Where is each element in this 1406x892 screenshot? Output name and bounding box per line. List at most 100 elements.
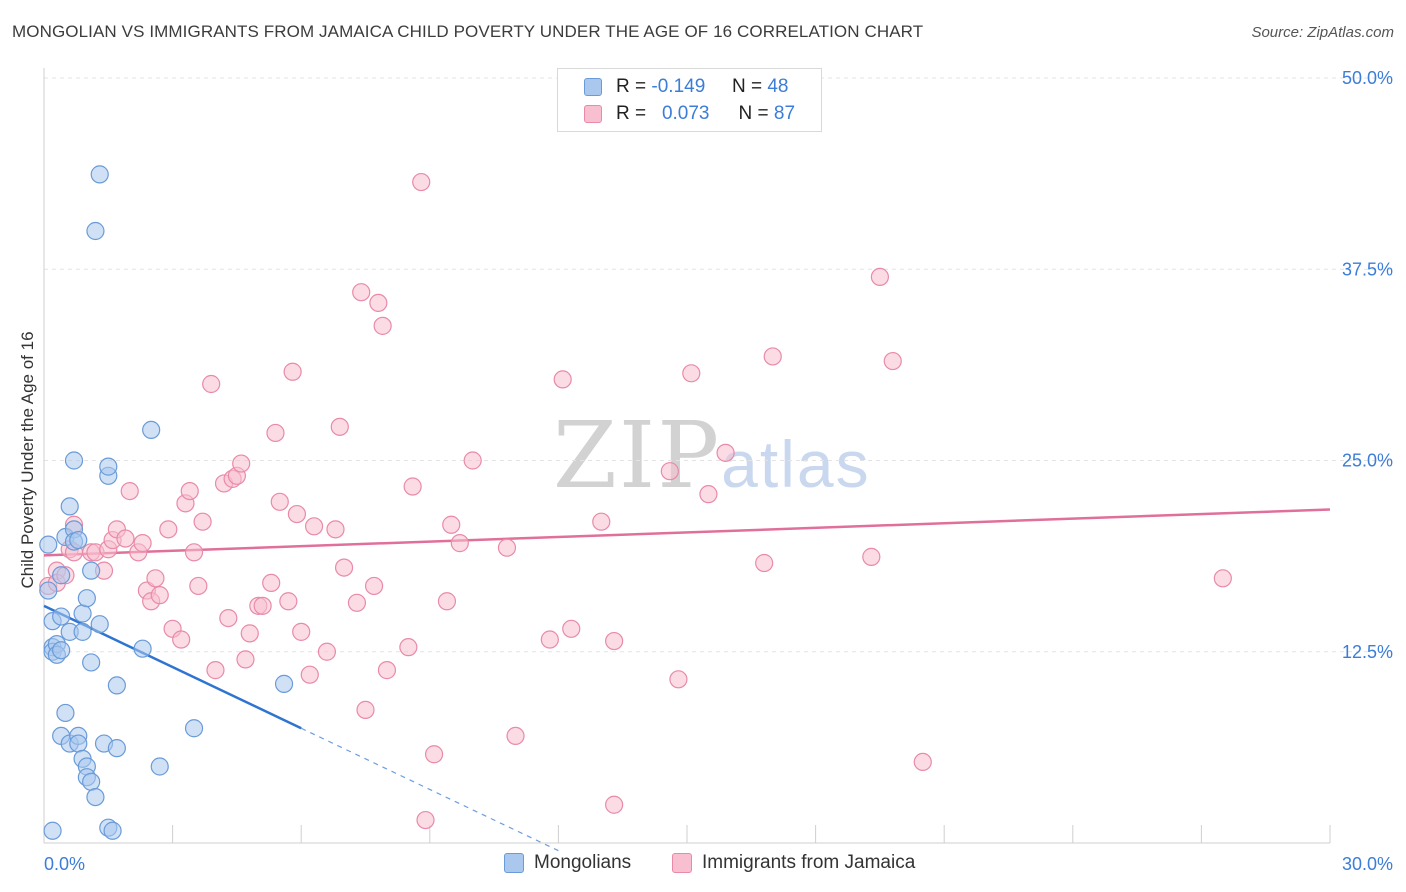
- point-jamaica: [150, 586, 169, 605]
- watermark: ZIPatlas: [553, 402, 871, 509]
- point-mongolians: [52, 566, 71, 585]
- point-jamaica: [317, 642, 337, 661]
- trend-line-jamaica: [43, 508, 1331, 557]
- legend-swatch-jamaica: [584, 105, 602, 123]
- point-jamaica: [399, 638, 418, 657]
- point-mongolians: [86, 221, 105, 241]
- point-mongolians: [52, 641, 71, 660]
- point-jamaica: [193, 512, 212, 531]
- y-tick-label: 50.0%: [1342, 68, 1393, 88]
- point-jamaica: [266, 423, 285, 443]
- point-mongolians: [133, 639, 152, 658]
- point-jamaica: [300, 665, 319, 684]
- y-tick-label: 12.5%: [1342, 642, 1393, 662]
- point-jamaica: [116, 529, 135, 548]
- point-jamaica: [219, 608, 238, 628]
- legend-n-label: N =: [731, 76, 763, 97]
- legend-r-label: R =: [616, 76, 647, 97]
- point-mongolians: [39, 535, 58, 554]
- correlation-legend: R = -0.149 N = 48 R = 0.073 N = 87: [557, 68, 822, 132]
- point-mongolians: [90, 615, 109, 634]
- y-tick-label: 37.5%: [1342, 259, 1393, 279]
- legend-n-value: 48: [767, 76, 789, 97]
- point-jamaica: [660, 462, 679, 481]
- point-mongolians: [69, 530, 88, 550]
- point-jamaica: [369, 293, 388, 313]
- point-jamaica: [497, 538, 517, 557]
- point-jamaica: [412, 172, 431, 192]
- point-jamaica: [540, 630, 559, 649]
- point-mongolians: [107, 739, 126, 758]
- point-jamaica: [870, 267, 890, 286]
- point-jamaica: [270, 492, 289, 511]
- y-axis-label: Child Poverty Under the Age of 16: [18, 331, 37, 588]
- point-jamaica: [352, 283, 371, 302]
- point-jamaica: [364, 576, 384, 596]
- legend-r-label: R =: [616, 103, 647, 124]
- point-jamaica: [416, 810, 435, 830]
- point-jamaica: [347, 593, 367, 612]
- bottom-legend-label-jamaica: Immigrants from Jamaica: [702, 852, 916, 873]
- chart-title: MONGOLIAN VS IMMIGRANTS FROM JAMAICA CHI…: [12, 22, 924, 41]
- point-jamaica: [373, 316, 392, 335]
- point-mongolians: [52, 607, 71, 626]
- point-jamaica: [1213, 569, 1232, 588]
- point-jamaica: [403, 477, 422, 496]
- legend-r-value: 0.073: [661, 103, 710, 124]
- point-mongolians: [60, 497, 79, 516]
- point-jamaica: [232, 454, 251, 473]
- point-jamaica: [553, 370, 572, 389]
- point-jamaica: [763, 347, 782, 366]
- point-mongolians: [82, 772, 101, 791]
- point-mongolians: [82, 561, 101, 580]
- point-mongolians: [39, 581, 58, 600]
- point-jamaica: [172, 630, 191, 649]
- point-jamaica: [450, 534, 469, 553]
- point-mongolians: [184, 719, 204, 738]
- legend-r-value: -0.149: [651, 76, 706, 97]
- point-jamaica: [292, 622, 311, 641]
- point-jamaica: [253, 596, 272, 615]
- point-jamaica: [669, 670, 688, 689]
- point-mongolians: [73, 604, 92, 623]
- point-jamaica: [330, 417, 349, 436]
- x-tick-label-start: 0.0%: [44, 854, 85, 874]
- legend-swatch-mongolians: [584, 78, 602, 96]
- point-jamaica: [283, 362, 302, 381]
- point-jamaica: [913, 752, 932, 772]
- point-jamaica: [605, 795, 624, 814]
- point-mongolians: [82, 653, 101, 672]
- point-jamaica: [356, 700, 375, 719]
- source-label: Source: ZipAtlas.com: [1251, 24, 1394, 41]
- point-jamaica: [424, 745, 444, 764]
- bottom-legend-label-mongolians: Mongolians: [534, 852, 632, 873]
- point-jamaica: [146, 569, 165, 588]
- point-jamaica: [377, 661, 397, 680]
- point-mongolians: [99, 457, 118, 476]
- point-jamaica: [755, 553, 774, 573]
- point-jamaica: [463, 451, 482, 470]
- point-mongolians: [43, 821, 62, 840]
- point-mongolians: [69, 734, 88, 753]
- point-mongolians: [86, 787, 105, 807]
- point-jamaica: [287, 504, 307, 524]
- point-jamaica: [592, 512, 611, 531]
- point-mongolians: [150, 757, 169, 776]
- data-points: [39, 165, 1232, 840]
- point-mongolians: [90, 165, 109, 184]
- point-jamaica: [240, 624, 259, 643]
- point-jamaica: [189, 576, 208, 596]
- legend-row-mongolians: R = -0.149 N = 48: [584, 75, 788, 99]
- point-jamaica: [326, 520, 345, 539]
- point-jamaica: [883, 351, 902, 371]
- point-mongolians: [64, 451, 84, 470]
- point-jamaica: [202, 374, 221, 394]
- point-jamaica: [605, 631, 624, 651]
- point-jamaica: [120, 482, 139, 501]
- bottom-legend-swatch-jamaica: [672, 853, 692, 873]
- point-jamaica: [279, 592, 298, 611]
- point-mongolians: [142, 420, 161, 439]
- bottom-legend-jamaica: Immigrants from Jamaica: [672, 852, 915, 874]
- point-jamaica: [159, 520, 178, 539]
